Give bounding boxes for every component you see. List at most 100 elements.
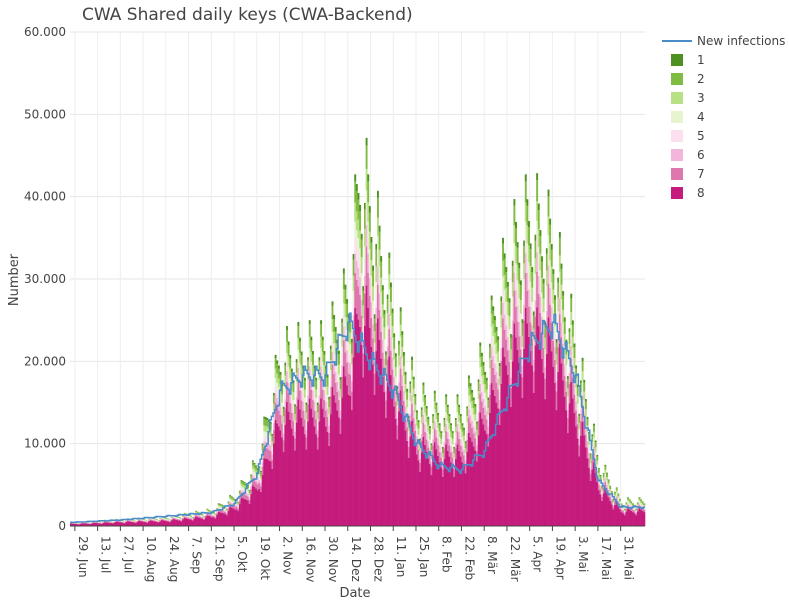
bar-segment-7 [489,394,491,413]
bar-segment-6 [281,415,284,424]
bar-segment-8 [472,446,475,526]
bar-segment-7 [407,446,410,458]
bar-segment-7 [102,522,105,523]
bar-segment-4 [341,346,344,356]
bar-segment-8 [245,499,248,526]
bar-segment-7 [563,375,566,397]
bar-segment-5 [355,245,358,261]
bar-segment-1 [238,490,241,492]
bar-segment-7 [385,400,388,418]
bar-segment-5 [325,394,327,402]
bar-segment-6 [437,438,440,445]
bar-segment-7 [503,329,506,357]
bar-segment-7 [359,294,362,327]
bar-segment-3 [258,471,261,475]
bar-segment-4 [502,276,504,290]
bar-segment-2 [529,249,532,267]
bar-segment-8 [359,326,362,526]
bar-segment-4 [380,292,383,305]
bar-segment-8 [635,515,638,526]
bar-segment-1 [554,295,556,300]
bar-segment-1 [454,417,457,421]
bar-segment-2 [320,324,323,337]
bar-segment-3 [445,404,448,413]
bar-segment-5 [428,444,431,449]
bar-segment-1 [297,321,300,327]
bar-segment-8 [619,509,621,526]
bar-segment-6 [471,420,474,429]
bar-segment-6 [489,384,491,395]
bar-segment-8 [128,521,131,526]
bar-segment-7 [612,506,615,510]
bar-segment-3 [435,412,438,420]
bar-segment-1 [562,291,565,296]
bar-segment-2 [500,301,503,315]
bar-segment-7 [175,518,178,520]
bar-segment-8 [594,473,597,526]
bar-segment-2 [316,404,319,413]
bar-segment-2 [420,409,423,417]
bar-segment-7 [279,415,282,431]
bar-segment-4 [354,221,357,238]
bar-segment-3 [633,506,636,509]
bar-segment-7 [182,518,184,520]
bar-segment-2 [307,360,310,371]
bar-segment-2 [308,324,311,337]
bar-segment-1 [409,381,412,385]
bar-segment-4 [482,384,485,392]
bar-segment-8 [427,458,430,526]
bar-segment-3 [344,304,347,318]
bar-segment-1 [450,423,452,426]
bar-segment-5 [446,426,449,433]
bar-segment-2 [628,500,631,502]
bar-segment-7 [303,419,306,435]
bar-segment-4 [342,303,345,315]
bar-segment-6 [588,453,591,459]
bar-segment-3 [433,401,436,409]
bar-segment-2 [214,513,217,515]
bar-segment-2 [373,318,376,332]
bar-segment-6 [484,406,487,416]
bar-segment-1 [604,464,607,467]
bar-segment-8 [602,493,605,526]
bar-segment-3 [177,517,180,518]
bar-segment-8 [510,406,513,526]
bar-segment-2 [521,323,524,336]
bar-segment-1 [394,353,397,357]
bar-segment-2 [381,289,384,305]
bar-segment-8 [373,394,376,526]
bar-segment-3 [602,477,605,481]
bar-segment-5 [503,302,506,315]
bar-segment-1 [476,421,478,424]
bar-segment-3 [562,309,565,323]
x-tick-label: 27. Jul [121,536,135,573]
bar-segment-8 [182,519,184,526]
bar-segment-6 [177,518,180,520]
bar-segment-1 [352,254,355,260]
bar-segment-1 [463,427,465,430]
bar-segment-7 [260,486,262,492]
bar-segment-5 [571,357,574,367]
bar-segment-1 [430,443,433,446]
bar-segment-5 [433,415,436,422]
bar-segment-2 [615,488,618,491]
bar-segment-6 [313,401,316,411]
bar-segment-1 [323,351,326,355]
bar-segment-4 [571,348,574,358]
bar-segment-1 [286,326,288,331]
bar-segment-3 [342,289,345,304]
bar-segment-8 [144,522,147,526]
bar-segment-4 [459,429,462,435]
bar-segment-4 [437,428,440,434]
bar-segment-6 [417,443,420,450]
bar-segment-2 [635,509,638,511]
bar-segment-7 [505,339,508,366]
bar-segment-2 [352,259,355,276]
bar-segment-3 [440,438,443,444]
bar-segment-8 [336,410,339,526]
bar-segment-7 [513,290,516,324]
bar-segment-6 [586,441,589,448]
bar-segment-8 [385,417,388,526]
bar-segment-2 [261,445,264,451]
bar-segment-5 [445,417,448,424]
